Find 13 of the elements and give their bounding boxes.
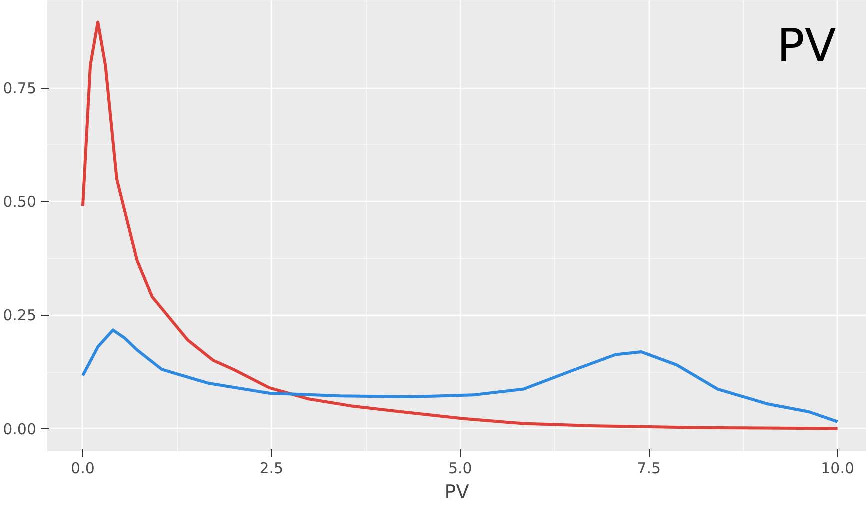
x-axis-title: PV	[444, 482, 470, 504]
y-tick-label: 0.25	[3, 306, 37, 325]
x-tick-label: 2.5	[260, 460, 284, 478]
x-tick-label: 5.0	[448, 460, 472, 478]
line-series	[81, 20, 840, 430]
y-tick-label: 0.50	[3, 193, 37, 212]
y-tick-label: 0.75	[3, 80, 37, 98]
line-series	[81, 328, 840, 424]
y-tick-label: 0.00	[3, 420, 37, 438]
annotation: PV	[777, 18, 837, 73]
x-tick-label: 0.0	[71, 460, 95, 478]
x-tick-label: 10.0	[821, 460, 855, 478]
x-tick-label: 7.5	[637, 460, 662, 478]
